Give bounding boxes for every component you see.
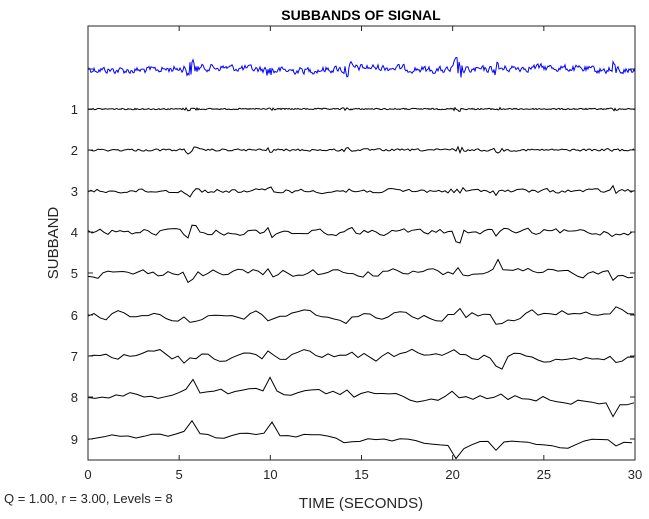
x-tick-label-6: 30 [628, 467, 642, 482]
series-line-9 [87, 419, 633, 460]
y-tick-label-1: 1 [71, 102, 78, 117]
parameters-note: Q = 1.00, r = 3.00, Levels = 8 [4, 491, 173, 506]
y-axis-label: SUBBAND [45, 207, 62, 280]
x-tick-label-3: 15 [354, 467, 368, 482]
series-line-0 [87, 56, 636, 78]
series-line-5 [87, 258, 634, 284]
y-tick-label-2: 2 [71, 143, 78, 158]
series-line-3 [87, 184, 635, 198]
plot-area-frame [87, 25, 636, 461]
series-line-4 [87, 224, 633, 244]
axis-layer: 0 5 10 15 20 25 30 1 2 3 4 5 6 7 8 9 [71, 26, 642, 482]
series-line-8 [87, 376, 635, 418]
y-tick-label-9: 9 [71, 432, 78, 447]
x-tick-label-5: 25 [537, 467, 551, 482]
x-tick-label-0: 0 [84, 467, 91, 482]
y-tick-label-8: 8 [71, 390, 78, 405]
x-axis-label: TIME (SECONDS) [299, 495, 423, 512]
y-tick-label-4: 4 [71, 225, 78, 240]
x-tick-label-4: 20 [445, 467, 459, 482]
x-tick-label-2: 10 [263, 467, 277, 482]
series-layer [87, 56, 636, 460]
series-line-2 [87, 145, 635, 155]
series-line-6 [87, 306, 635, 325]
series-line-1 [87, 106, 636, 112]
y-tick-label-6: 6 [71, 308, 78, 323]
chart-title: SUBBANDS OF SIGNAL [281, 7, 441, 23]
y-tick-label-7: 7 [71, 349, 78, 364]
y-tick-label-3: 3 [71, 184, 78, 199]
series-line-7 [87, 348, 635, 370]
x-tick-label-1: 5 [176, 467, 183, 482]
y-tick-label-5: 5 [71, 266, 78, 281]
